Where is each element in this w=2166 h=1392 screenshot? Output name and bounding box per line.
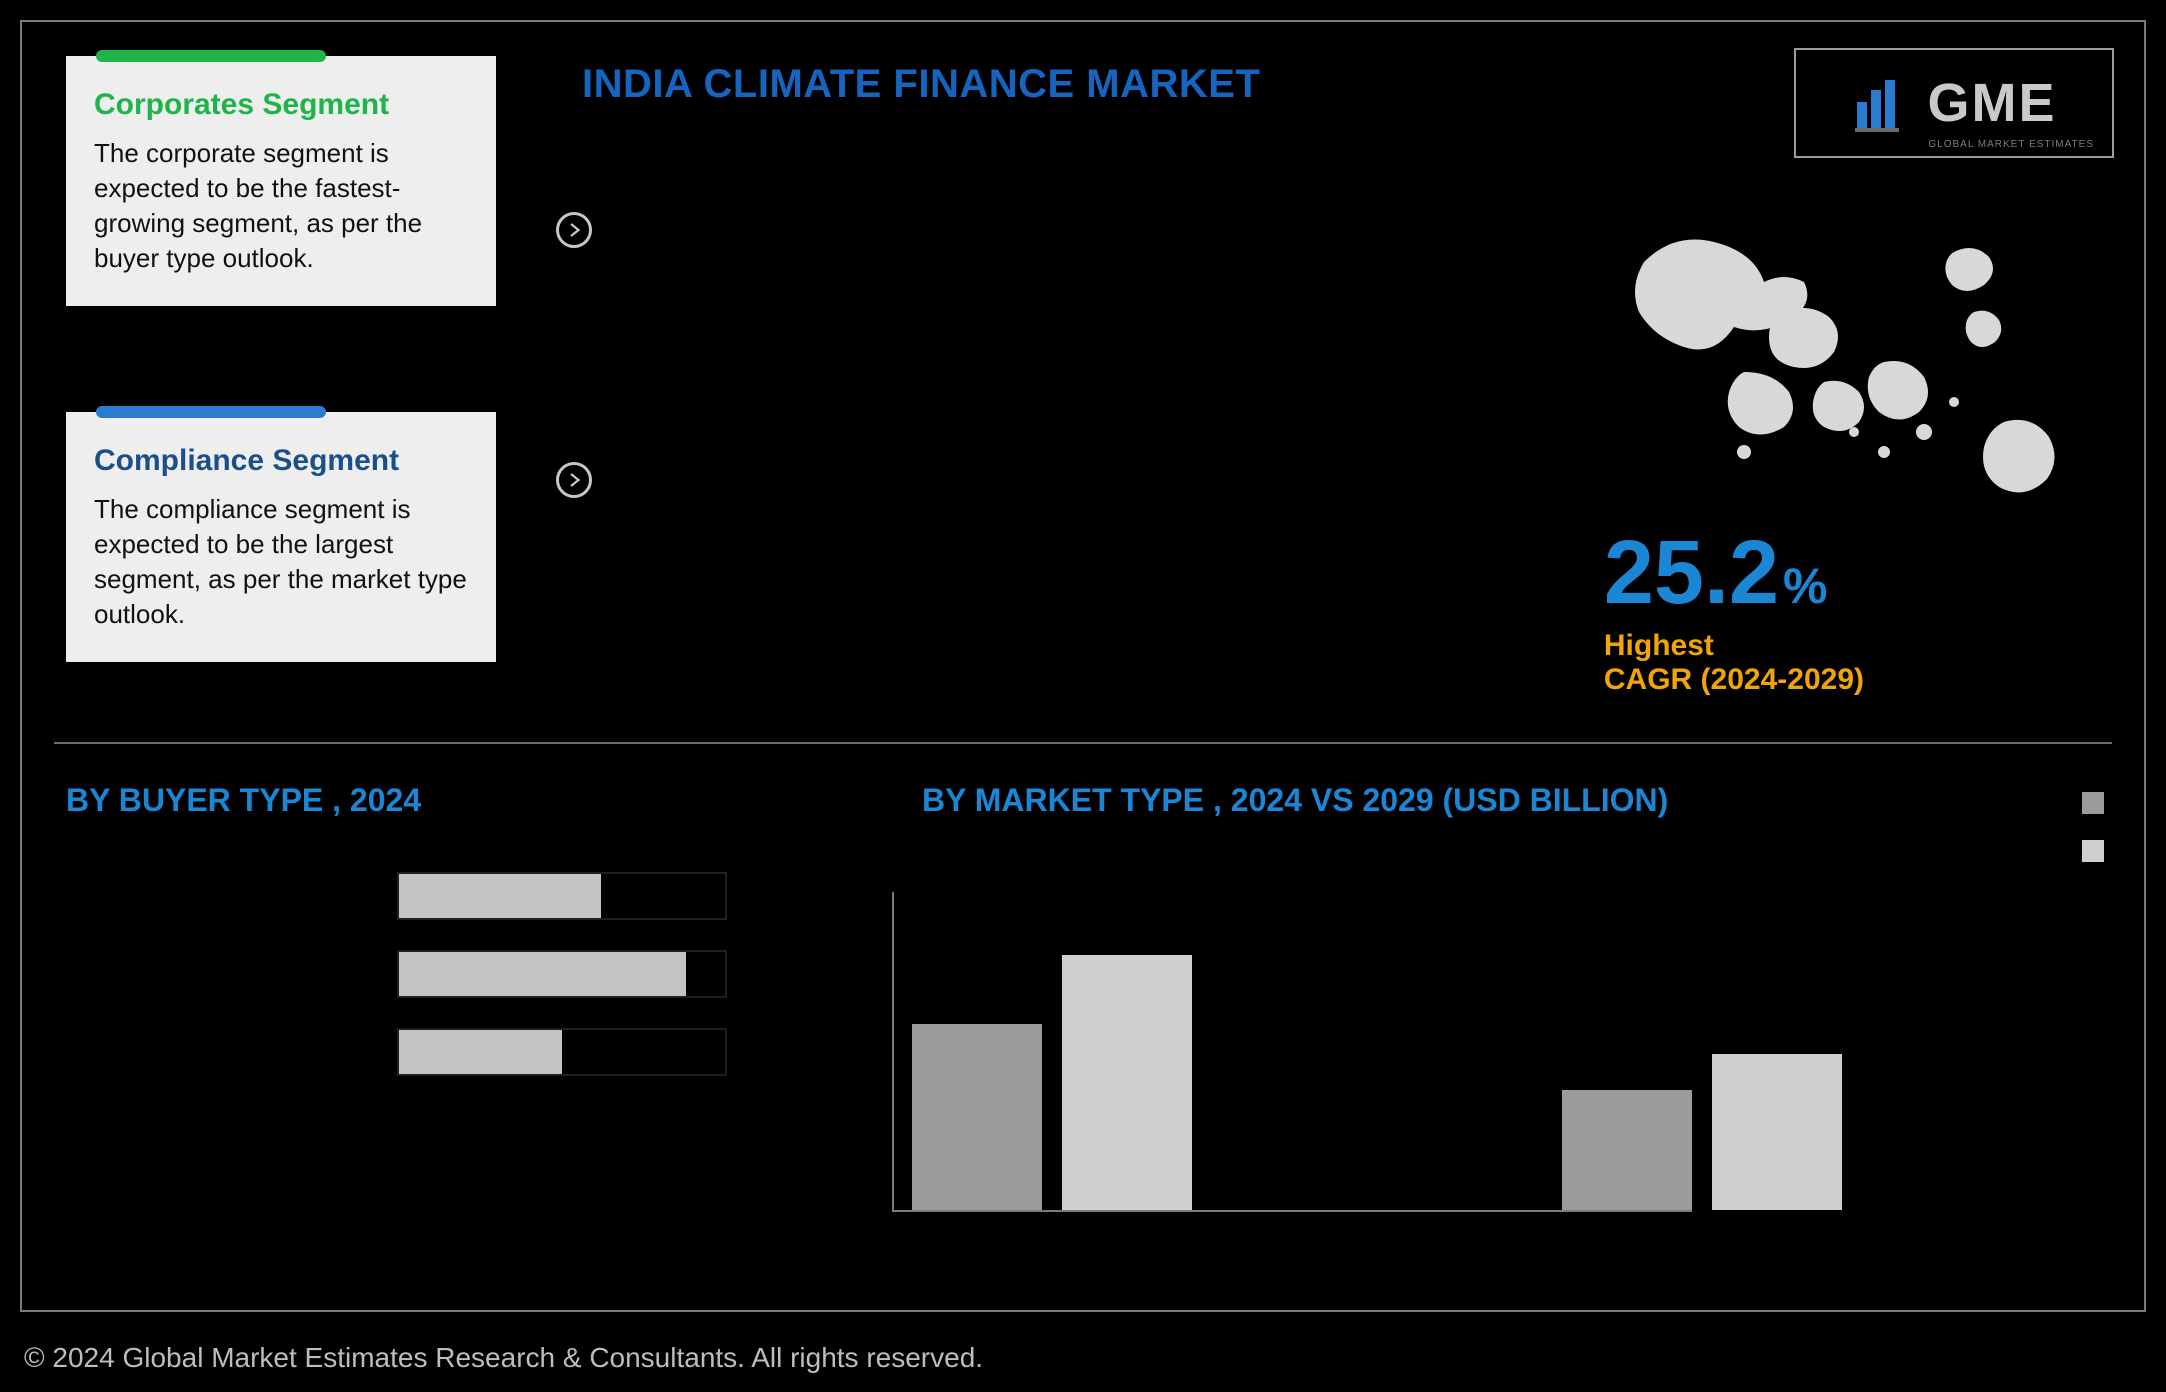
cagr-percent-sign: % [1783, 558, 1827, 614]
vbar-group1-series1 [912, 1024, 1042, 1210]
hbar-row [397, 872, 727, 920]
vbar-group1-series2 [1062, 955, 1192, 1210]
info-box-compliance: Compliance Segment The compliance segmen… [66, 412, 496, 662]
main-frame: INDIA CLIMATE FINANCE MARKET GME GLOBAL … [20, 20, 2146, 1312]
logo-box: GME GLOBAL MARKET ESTIMATES [1794, 48, 2114, 158]
vbar-group2-series2 [1712, 1054, 1842, 1210]
logo-icon [1851, 72, 1913, 134]
market-type-chart [892, 842, 1692, 1212]
cagr-value-row: 25.2% [1604, 522, 1864, 625]
info-box-title: Corporates Segment [94, 88, 468, 122]
cagr-label-highest: Highest [1604, 629, 1864, 663]
legend-swatch [2082, 792, 2104, 814]
info-box-body: The compliance segment is expected to be… [94, 492, 468, 632]
x-axis [892, 1210, 1692, 1212]
logo-subtext: GLOBAL MARKET ESTIMATES [1928, 139, 2094, 150]
legend-swatch [2082, 840, 2104, 862]
cagr-label-period: CAGR (2024-2029) [1604, 663, 1864, 697]
asia-pacific-map-icon [1624, 222, 2084, 522]
y-axis [892, 892, 894, 1212]
cagr-block: 25.2% Highest CAGR (2024-2029) [1604, 522, 1864, 697]
cagr-value: 25.2 [1604, 523, 1779, 623]
vbar-group2-series1 [1562, 1090, 1692, 1210]
hbar-row [397, 950, 727, 998]
page-title: INDIA CLIMATE FINANCE MARKET [582, 62, 1260, 107]
copyright-footer: © 2024 Global Market Estimates Research … [0, 1324, 2166, 1392]
accent-bar [96, 50, 326, 62]
hbar-fill [399, 1030, 562, 1074]
buyer-type-title: BY BUYER TYPE , 2024 [66, 782, 421, 819]
accent-bar [96, 406, 326, 418]
chevron-right-icon [556, 212, 592, 248]
hbar-fill [399, 952, 686, 996]
chevron-right-icon [556, 462, 592, 498]
logo-text: GME [1927, 72, 2056, 134]
market-type-legend [2082, 792, 2104, 862]
info-box-corporates: Corporates Segment The corporate segment… [66, 56, 496, 306]
market-type-title: BY MARKET TYPE , 2024 VS 2029 (USD BILLI… [922, 782, 1668, 819]
info-box-title: Compliance Segment [94, 444, 468, 478]
horizontal-divider [54, 742, 2112, 744]
buyer-type-chart [397, 872, 727, 1106]
legend-item [2082, 792, 2104, 814]
hbar-fill [399, 874, 601, 918]
info-box-body: The corporate segment is expected to be … [94, 136, 468, 276]
hbar-row [397, 1028, 727, 1076]
legend-item [2082, 840, 2104, 862]
